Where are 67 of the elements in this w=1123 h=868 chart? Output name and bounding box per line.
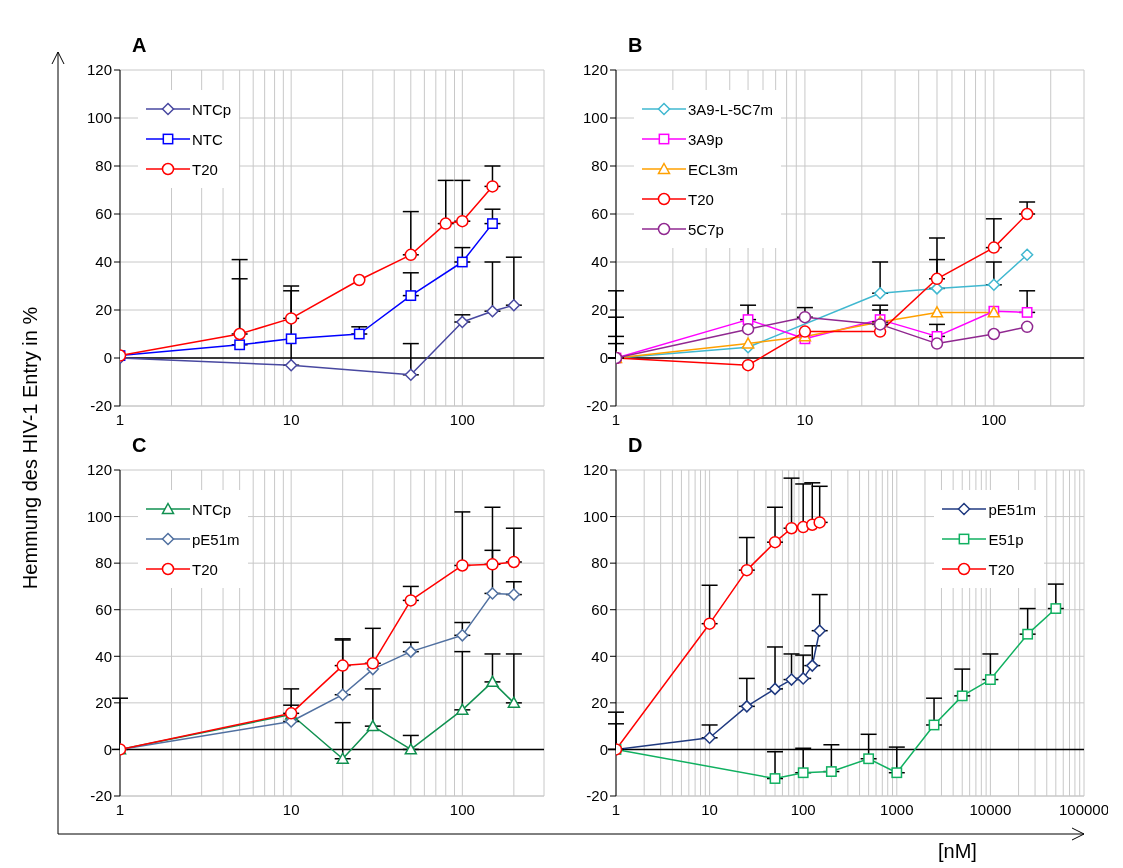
y-tick-label: 20 [591,694,608,712]
legend-label: 5C7p [688,220,724,238]
legend-label: T20 [988,560,1015,578]
y-tick-label: 0 [103,740,112,758]
chart-title: A [132,34,147,57]
y-tick-label: 0 [103,349,112,367]
y-tick-label: -20 [586,397,608,415]
x-tick-label: 1 [115,410,125,428]
y-tick-label: 80 [95,157,112,175]
x-tick-label: 10 [282,800,300,818]
chart-title: C [132,434,147,457]
x-axis-title: [nM] [938,840,977,863]
y-tick-label: 100 [86,109,112,127]
y-tick-label: 60 [591,205,608,223]
x-tick-label: 1 [611,800,621,818]
chart-title: D [628,434,643,457]
y-tick-label: 120 [582,61,608,79]
y-tick-label: 80 [95,554,112,572]
x-tick-label: 100 [449,800,475,818]
x-tick-label: 10000 [969,800,1012,818]
legend-label: 3A9p [688,130,724,148]
y-tick-label: 40 [591,253,608,271]
y-tick-label: 40 [591,647,608,665]
y-tick-label: 20 [591,301,608,319]
x-tick-label: 1 [115,800,125,818]
x-tick-label: 1000 [880,800,914,818]
x-tick-label: 100000 [1058,800,1110,818]
y-tick-label: 100 [582,109,608,127]
legend-label: NTCp [192,100,232,118]
legend-label: pE51m [192,530,240,548]
x-tick-label: 10 [701,800,718,818]
y-tick-label: 60 [95,205,112,223]
y-tick-label: 0 [599,740,608,758]
legend-label: 3A9-L-5C7m [688,100,774,118]
x-tick-label: 1 [611,410,621,428]
x-tick-label: 100 [981,410,1007,428]
legend-label: T20 [688,190,714,208]
x-tick-label: 10 [796,410,814,428]
chart-title: B [628,34,643,57]
legend-label: NTC [192,130,223,148]
y-tick-label: 120 [86,461,112,479]
y-tick-label: 40 [95,647,112,665]
y-tick-label: 40 [95,253,112,271]
y-axis-title: Hemmung des HIV-1 Entry in % [18,306,42,590]
y-tick-label: -20 [90,787,112,805]
y-tick-label: -20 [90,397,112,415]
y-tick-label: 0 [599,349,608,367]
y-tick-label: 20 [95,694,112,712]
legend-label: pE51m [988,500,1036,518]
x-tick-label: 100 [790,800,816,818]
y-tick-label: 100 [86,507,112,525]
y-tick-label: 60 [591,601,608,619]
x-tick-label: 100 [449,410,475,428]
legend-label: E51p [988,530,1024,548]
y-tick-label: -20 [586,787,608,805]
legend-label: ECL3m [688,160,739,178]
legend-label: T20 [192,160,218,178]
y-tick-label: 20 [95,301,112,319]
y-tick-label: 80 [591,554,608,572]
y-tick-label: 120 [86,61,112,79]
legend-label: T20 [192,560,218,578]
y-tick-label: 120 [582,461,608,479]
y-tick-label: 60 [95,601,112,619]
legend-label: NTCp [192,500,232,518]
y-tick-label: 80 [591,157,608,175]
x-tick-label: 10 [282,410,300,428]
y-tick-label: 100 [582,507,608,525]
